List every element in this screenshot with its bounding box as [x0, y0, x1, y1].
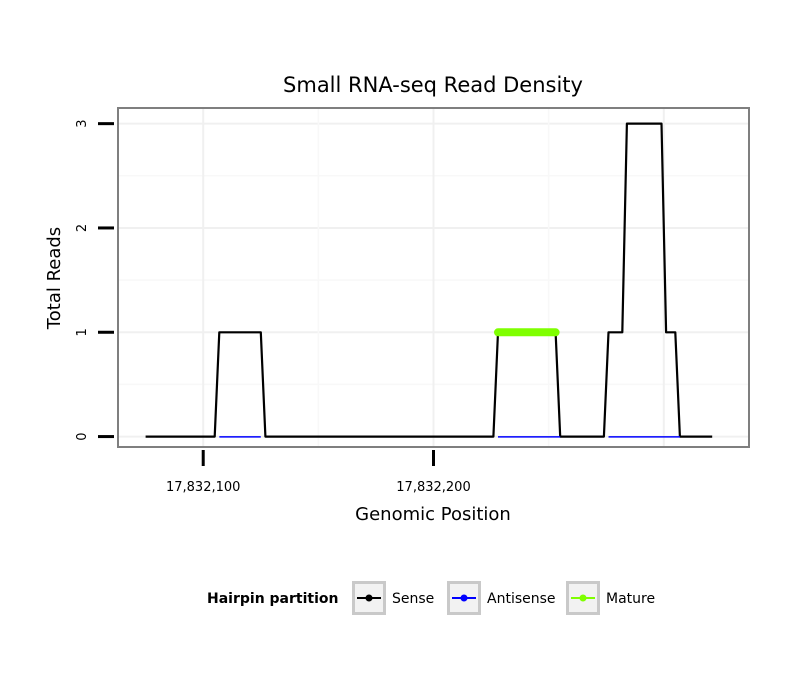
chart-title: Small RNA-seq Read Density [283, 73, 583, 97]
y-tick-label: 0 [75, 432, 90, 440]
y-tick-label: 3 [75, 119, 90, 127]
legend-title: Hairpin partition [207, 591, 338, 607]
legend-label-sense: Sense [392, 591, 434, 607]
legend-marker-sense [365, 594, 373, 602]
data-layer [145, 122, 713, 438]
grid [118, 108, 749, 447]
legend-marker-antisense [460, 594, 468, 602]
y-axis-label: Total Reads [44, 227, 65, 330]
legend-label-mature: Mature [606, 591, 655, 607]
x-axis-label: Genomic Position [355, 504, 511, 525]
x-tick-label: 17,832,200 [396, 480, 470, 495]
y-tick-label: 2 [75, 224, 90, 232]
x-tick-label: 17,832,100 [166, 480, 240, 495]
y-tick-label: 1 [75, 328, 90, 336]
legend-marker-mature [579, 594, 587, 602]
axes: 0 1 2 3 17,832,100 17,832,200 [75, 119, 471, 495]
series-line-sense [145, 122, 713, 438]
legend-label-antisense: Antisense [487, 591, 556, 607]
legend: Hairpin partition Sense Antisense Mature [207, 581, 655, 615]
plot-panel-border [117, 107, 750, 448]
